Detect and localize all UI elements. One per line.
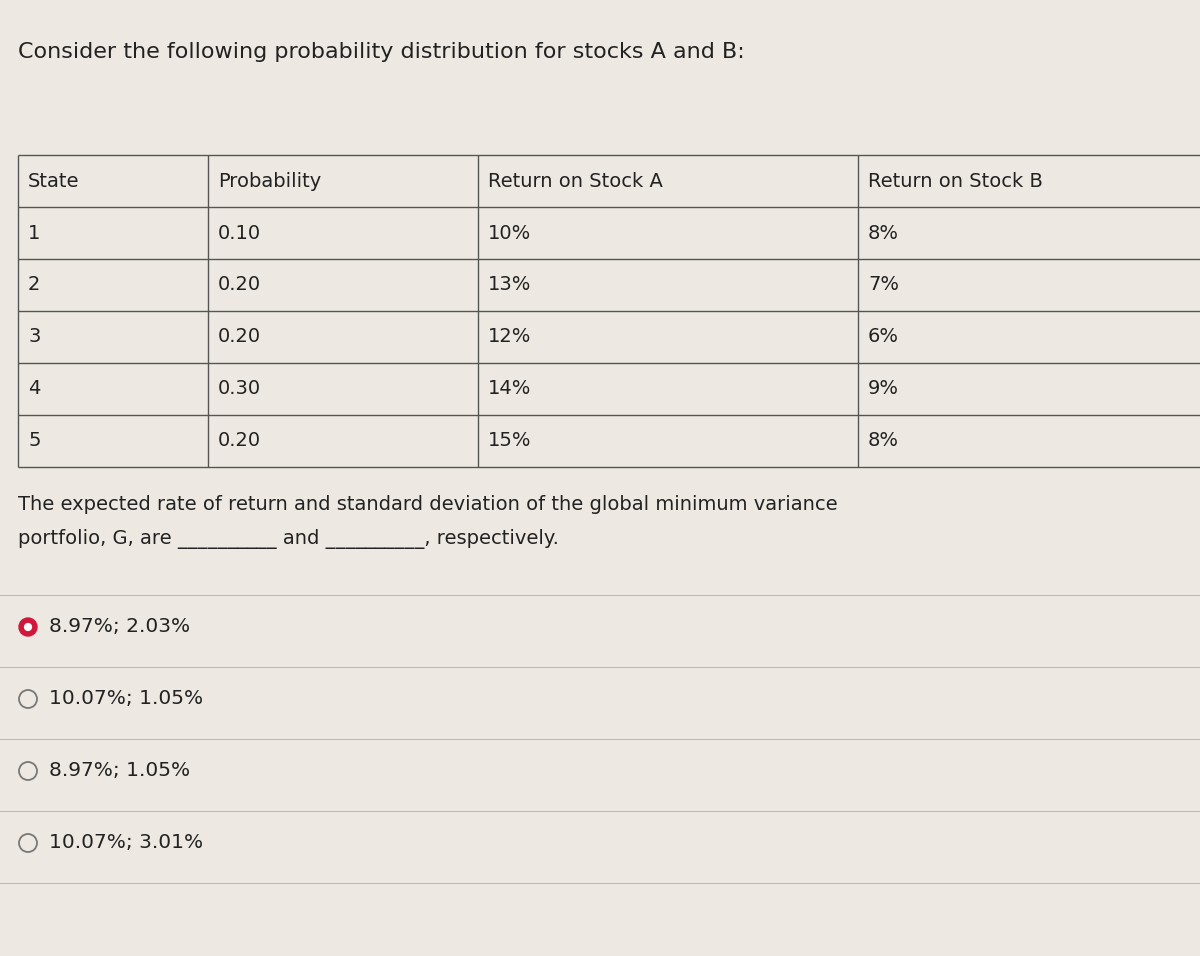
Text: 0.20: 0.20	[218, 328, 262, 346]
Text: 14%: 14%	[488, 380, 532, 399]
Text: 1: 1	[28, 224, 41, 243]
Text: 7%: 7%	[868, 275, 899, 294]
Text: 13%: 13%	[488, 275, 532, 294]
Text: Probability: Probability	[218, 171, 322, 190]
Text: 8.97%; 1.05%: 8.97%; 1.05%	[49, 762, 190, 780]
Text: 0.20: 0.20	[218, 431, 262, 450]
Text: Return on Stock A: Return on Stock A	[488, 171, 662, 190]
Text: 3: 3	[28, 328, 41, 346]
Text: 8%: 8%	[868, 431, 899, 450]
Text: Consider the following probability distribution for stocks A and B:: Consider the following probability distr…	[18, 42, 745, 62]
Text: 0.20: 0.20	[218, 275, 262, 294]
Text: portfolio, G, are __________ and __________, respectively.: portfolio, G, are __________ and _______…	[18, 529, 559, 549]
Circle shape	[24, 623, 31, 630]
Text: The expected rate of return and standard deviation of the global minimum varianc: The expected rate of return and standard…	[18, 495, 838, 514]
Text: 15%: 15%	[488, 431, 532, 450]
Text: 8.97%; 2.03%: 8.97%; 2.03%	[49, 618, 190, 637]
Text: 0.30: 0.30	[218, 380, 262, 399]
Text: 5: 5	[28, 431, 41, 450]
Text: 0.10: 0.10	[218, 224, 262, 243]
Circle shape	[19, 618, 37, 636]
Text: 10.07%; 1.05%: 10.07%; 1.05%	[49, 689, 203, 708]
Text: 9%: 9%	[868, 380, 899, 399]
Text: 8%: 8%	[868, 224, 899, 243]
Text: 2: 2	[28, 275, 41, 294]
Text: 4: 4	[28, 380, 41, 399]
Text: 10%: 10%	[488, 224, 532, 243]
Text: Return on Stock B: Return on Stock B	[868, 171, 1043, 190]
Text: 12%: 12%	[488, 328, 532, 346]
Text: State: State	[28, 171, 79, 190]
Text: 6%: 6%	[868, 328, 899, 346]
Text: 10.07%; 3.01%: 10.07%; 3.01%	[49, 834, 203, 853]
